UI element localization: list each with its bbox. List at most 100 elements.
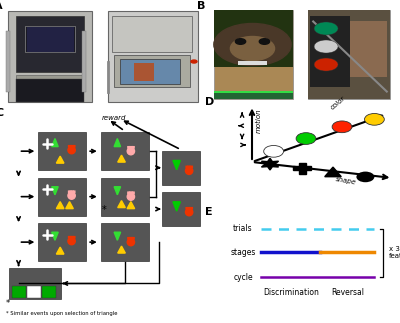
Polygon shape: [173, 202, 180, 211]
FancyBboxPatch shape: [190, 207, 193, 210]
FancyBboxPatch shape: [114, 55, 190, 87]
Circle shape: [296, 133, 316, 144]
Polygon shape: [325, 167, 341, 177]
Text: motion: motion: [256, 109, 262, 133]
Circle shape: [127, 238, 134, 246]
FancyBboxPatch shape: [71, 190, 74, 193]
FancyBboxPatch shape: [73, 190, 76, 193]
Text: E: E: [205, 207, 213, 217]
FancyBboxPatch shape: [214, 90, 293, 93]
Polygon shape: [114, 187, 121, 195]
Polygon shape: [118, 201, 125, 208]
Polygon shape: [114, 232, 121, 240]
FancyBboxPatch shape: [68, 145, 71, 148]
FancyBboxPatch shape: [350, 21, 387, 77]
Circle shape: [127, 193, 134, 200]
Circle shape: [332, 121, 352, 133]
FancyBboxPatch shape: [12, 286, 26, 297]
FancyBboxPatch shape: [101, 178, 148, 216]
Text: *: *: [102, 205, 106, 215]
FancyBboxPatch shape: [101, 223, 148, 261]
FancyBboxPatch shape: [127, 146, 130, 149]
FancyBboxPatch shape: [38, 132, 86, 170]
Circle shape: [235, 39, 246, 44]
FancyBboxPatch shape: [70, 236, 72, 239]
FancyBboxPatch shape: [127, 237, 130, 240]
FancyBboxPatch shape: [6, 31, 10, 91]
Text: x 3 for each
feature: x 3 for each feature: [389, 246, 400, 259]
FancyBboxPatch shape: [127, 192, 130, 194]
Polygon shape: [56, 247, 64, 254]
FancyBboxPatch shape: [185, 207, 188, 210]
Circle shape: [186, 209, 193, 216]
FancyBboxPatch shape: [129, 192, 132, 194]
Circle shape: [314, 58, 338, 71]
FancyBboxPatch shape: [101, 132, 148, 170]
Text: D: D: [205, 97, 214, 107]
FancyBboxPatch shape: [187, 207, 190, 210]
FancyBboxPatch shape: [134, 63, 154, 80]
FancyBboxPatch shape: [187, 166, 190, 168]
FancyBboxPatch shape: [214, 10, 293, 67]
Polygon shape: [173, 161, 180, 170]
FancyBboxPatch shape: [38, 178, 86, 216]
FancyBboxPatch shape: [308, 10, 390, 99]
Text: * Similar events upon selection of triangle: * Similar events upon selection of trian…: [6, 310, 118, 316]
Text: Reversal: Reversal: [331, 288, 364, 297]
FancyBboxPatch shape: [16, 78, 84, 101]
Text: *: *: [6, 299, 10, 308]
Polygon shape: [118, 155, 125, 162]
FancyBboxPatch shape: [299, 163, 306, 174]
FancyBboxPatch shape: [188, 166, 192, 168]
FancyBboxPatch shape: [293, 166, 311, 170]
FancyBboxPatch shape: [130, 146, 133, 149]
Circle shape: [356, 172, 374, 182]
FancyBboxPatch shape: [68, 190, 71, 193]
Polygon shape: [52, 232, 58, 240]
Polygon shape: [56, 156, 64, 163]
FancyBboxPatch shape: [190, 166, 193, 168]
Circle shape: [186, 167, 193, 174]
Circle shape: [259, 39, 270, 44]
FancyBboxPatch shape: [185, 166, 188, 168]
FancyBboxPatch shape: [188, 207, 192, 210]
FancyBboxPatch shape: [120, 58, 180, 84]
FancyBboxPatch shape: [132, 192, 135, 194]
Circle shape: [264, 145, 284, 157]
Circle shape: [68, 237, 75, 245]
FancyBboxPatch shape: [108, 11, 198, 101]
FancyBboxPatch shape: [42, 286, 56, 297]
Circle shape: [191, 60, 197, 63]
Circle shape: [230, 36, 274, 60]
FancyBboxPatch shape: [130, 237, 133, 240]
Circle shape: [214, 24, 291, 66]
Polygon shape: [66, 202, 73, 209]
FancyBboxPatch shape: [38, 223, 86, 261]
FancyBboxPatch shape: [70, 145, 72, 148]
FancyBboxPatch shape: [26, 26, 74, 51]
FancyBboxPatch shape: [8, 11, 92, 101]
FancyBboxPatch shape: [214, 90, 293, 99]
FancyBboxPatch shape: [132, 146, 135, 149]
FancyBboxPatch shape: [71, 145, 74, 148]
FancyBboxPatch shape: [130, 192, 133, 194]
FancyBboxPatch shape: [16, 75, 84, 78]
Circle shape: [68, 192, 75, 199]
Text: cycle: cycle: [233, 273, 253, 282]
FancyBboxPatch shape: [162, 151, 200, 185]
FancyBboxPatch shape: [27, 286, 41, 297]
Circle shape: [127, 148, 134, 155]
FancyBboxPatch shape: [71, 236, 74, 239]
FancyBboxPatch shape: [112, 16, 192, 51]
Polygon shape: [262, 158, 278, 170]
FancyBboxPatch shape: [310, 16, 350, 87]
Text: stages: stages: [230, 248, 256, 257]
Circle shape: [364, 113, 384, 125]
Circle shape: [314, 40, 338, 53]
FancyBboxPatch shape: [70, 190, 72, 193]
Text: C: C: [0, 108, 4, 118]
Text: Discrimination: Discrimination: [263, 288, 319, 297]
Text: A: A: [0, 1, 3, 11]
FancyBboxPatch shape: [238, 61, 267, 65]
FancyBboxPatch shape: [129, 146, 132, 149]
